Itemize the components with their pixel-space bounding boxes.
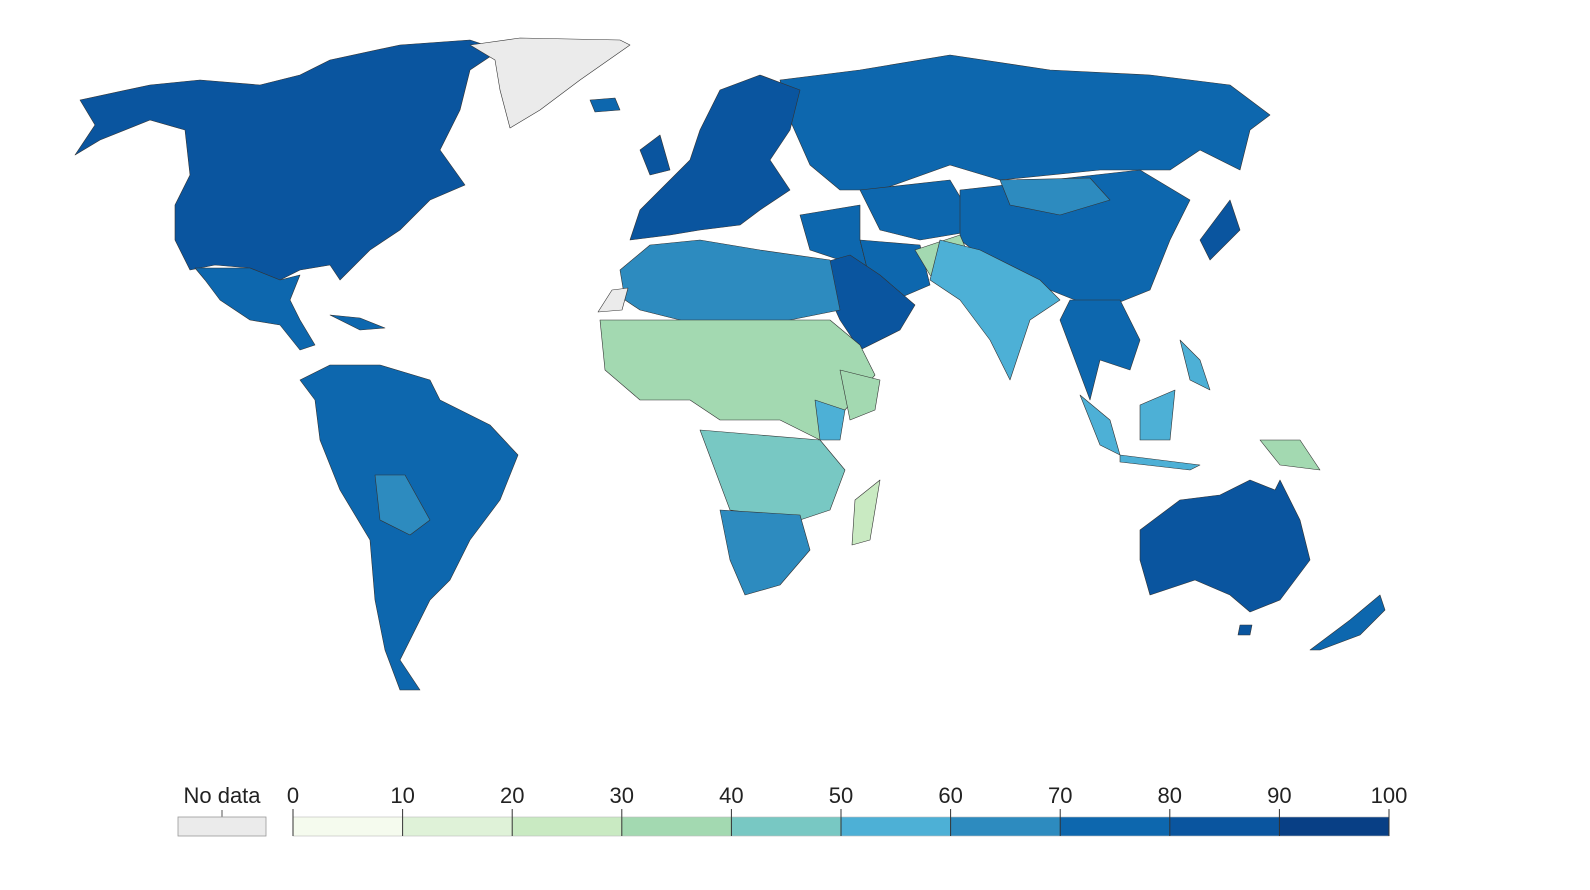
southeast-asia bbox=[1059, 299, 1141, 401]
western-sahara bbox=[597, 287, 629, 313]
iceland bbox=[589, 97, 621, 113]
color-bin bbox=[841, 817, 951, 836]
tick-label: 20 bbox=[500, 783, 524, 808]
russia bbox=[779, 54, 1271, 191]
color-bin bbox=[950, 817, 1061, 836]
color-bin bbox=[293, 817, 403, 836]
color-bin bbox=[1169, 817, 1280, 836]
tick-label: 10 bbox=[390, 783, 414, 808]
new-guinea bbox=[1259, 439, 1321, 471]
greenland bbox=[469, 37, 631, 129]
horn-of-africa bbox=[839, 369, 881, 421]
tick-label: 60 bbox=[938, 783, 962, 808]
no-data-swatch bbox=[177, 816, 267, 837]
mongolia bbox=[999, 177, 1111, 216]
sumatra bbox=[1079, 394, 1121, 456]
madagascar bbox=[851, 479, 881, 546]
central-africa bbox=[699, 429, 846, 521]
central-america bbox=[194, 267, 316, 351]
australia bbox=[1139, 479, 1311, 613]
color-bin bbox=[1279, 817, 1389, 836]
borneo bbox=[1139, 389, 1176, 441]
caribbean bbox=[329, 314, 386, 331]
tick-label: 30 bbox=[610, 783, 634, 808]
north-africa bbox=[619, 239, 841, 331]
tick-label: 100 bbox=[1371, 783, 1408, 808]
color-bin bbox=[512, 817, 622, 836]
japan bbox=[1199, 199, 1241, 261]
color-bin bbox=[1060, 817, 1170, 836]
southern-africa bbox=[719, 509, 811, 596]
color-bin bbox=[402, 817, 513, 836]
north-america bbox=[74, 39, 501, 281]
no-data-label: No data bbox=[183, 783, 261, 808]
tick-label: 0 bbox=[287, 783, 299, 808]
philippines bbox=[1179, 339, 1211, 391]
east-africa bbox=[814, 399, 846, 441]
south-america-interior bbox=[374, 474, 431, 536]
tasmania bbox=[1237, 624, 1253, 636]
tick-label: 50 bbox=[829, 783, 853, 808]
tick-label: 80 bbox=[1158, 783, 1182, 808]
color-bin bbox=[621, 817, 732, 836]
europe bbox=[629, 74, 801, 241]
british-isles bbox=[639, 134, 671, 176]
new-zealand bbox=[1309, 594, 1386, 651]
arabia bbox=[814, 254, 916, 351]
legend: No data 0 10 20 30 40 50 60 70 80 90 100 bbox=[177, 783, 1408, 837]
color-bin bbox=[731, 817, 841, 836]
tick-label: 70 bbox=[1048, 783, 1072, 808]
india bbox=[929, 239, 1061, 381]
tick-label: 40 bbox=[719, 783, 743, 808]
tick-label: 90 bbox=[1267, 783, 1291, 808]
java bbox=[1119, 454, 1201, 471]
central-asia bbox=[859, 179, 981, 241]
countries bbox=[74, 37, 1386, 691]
